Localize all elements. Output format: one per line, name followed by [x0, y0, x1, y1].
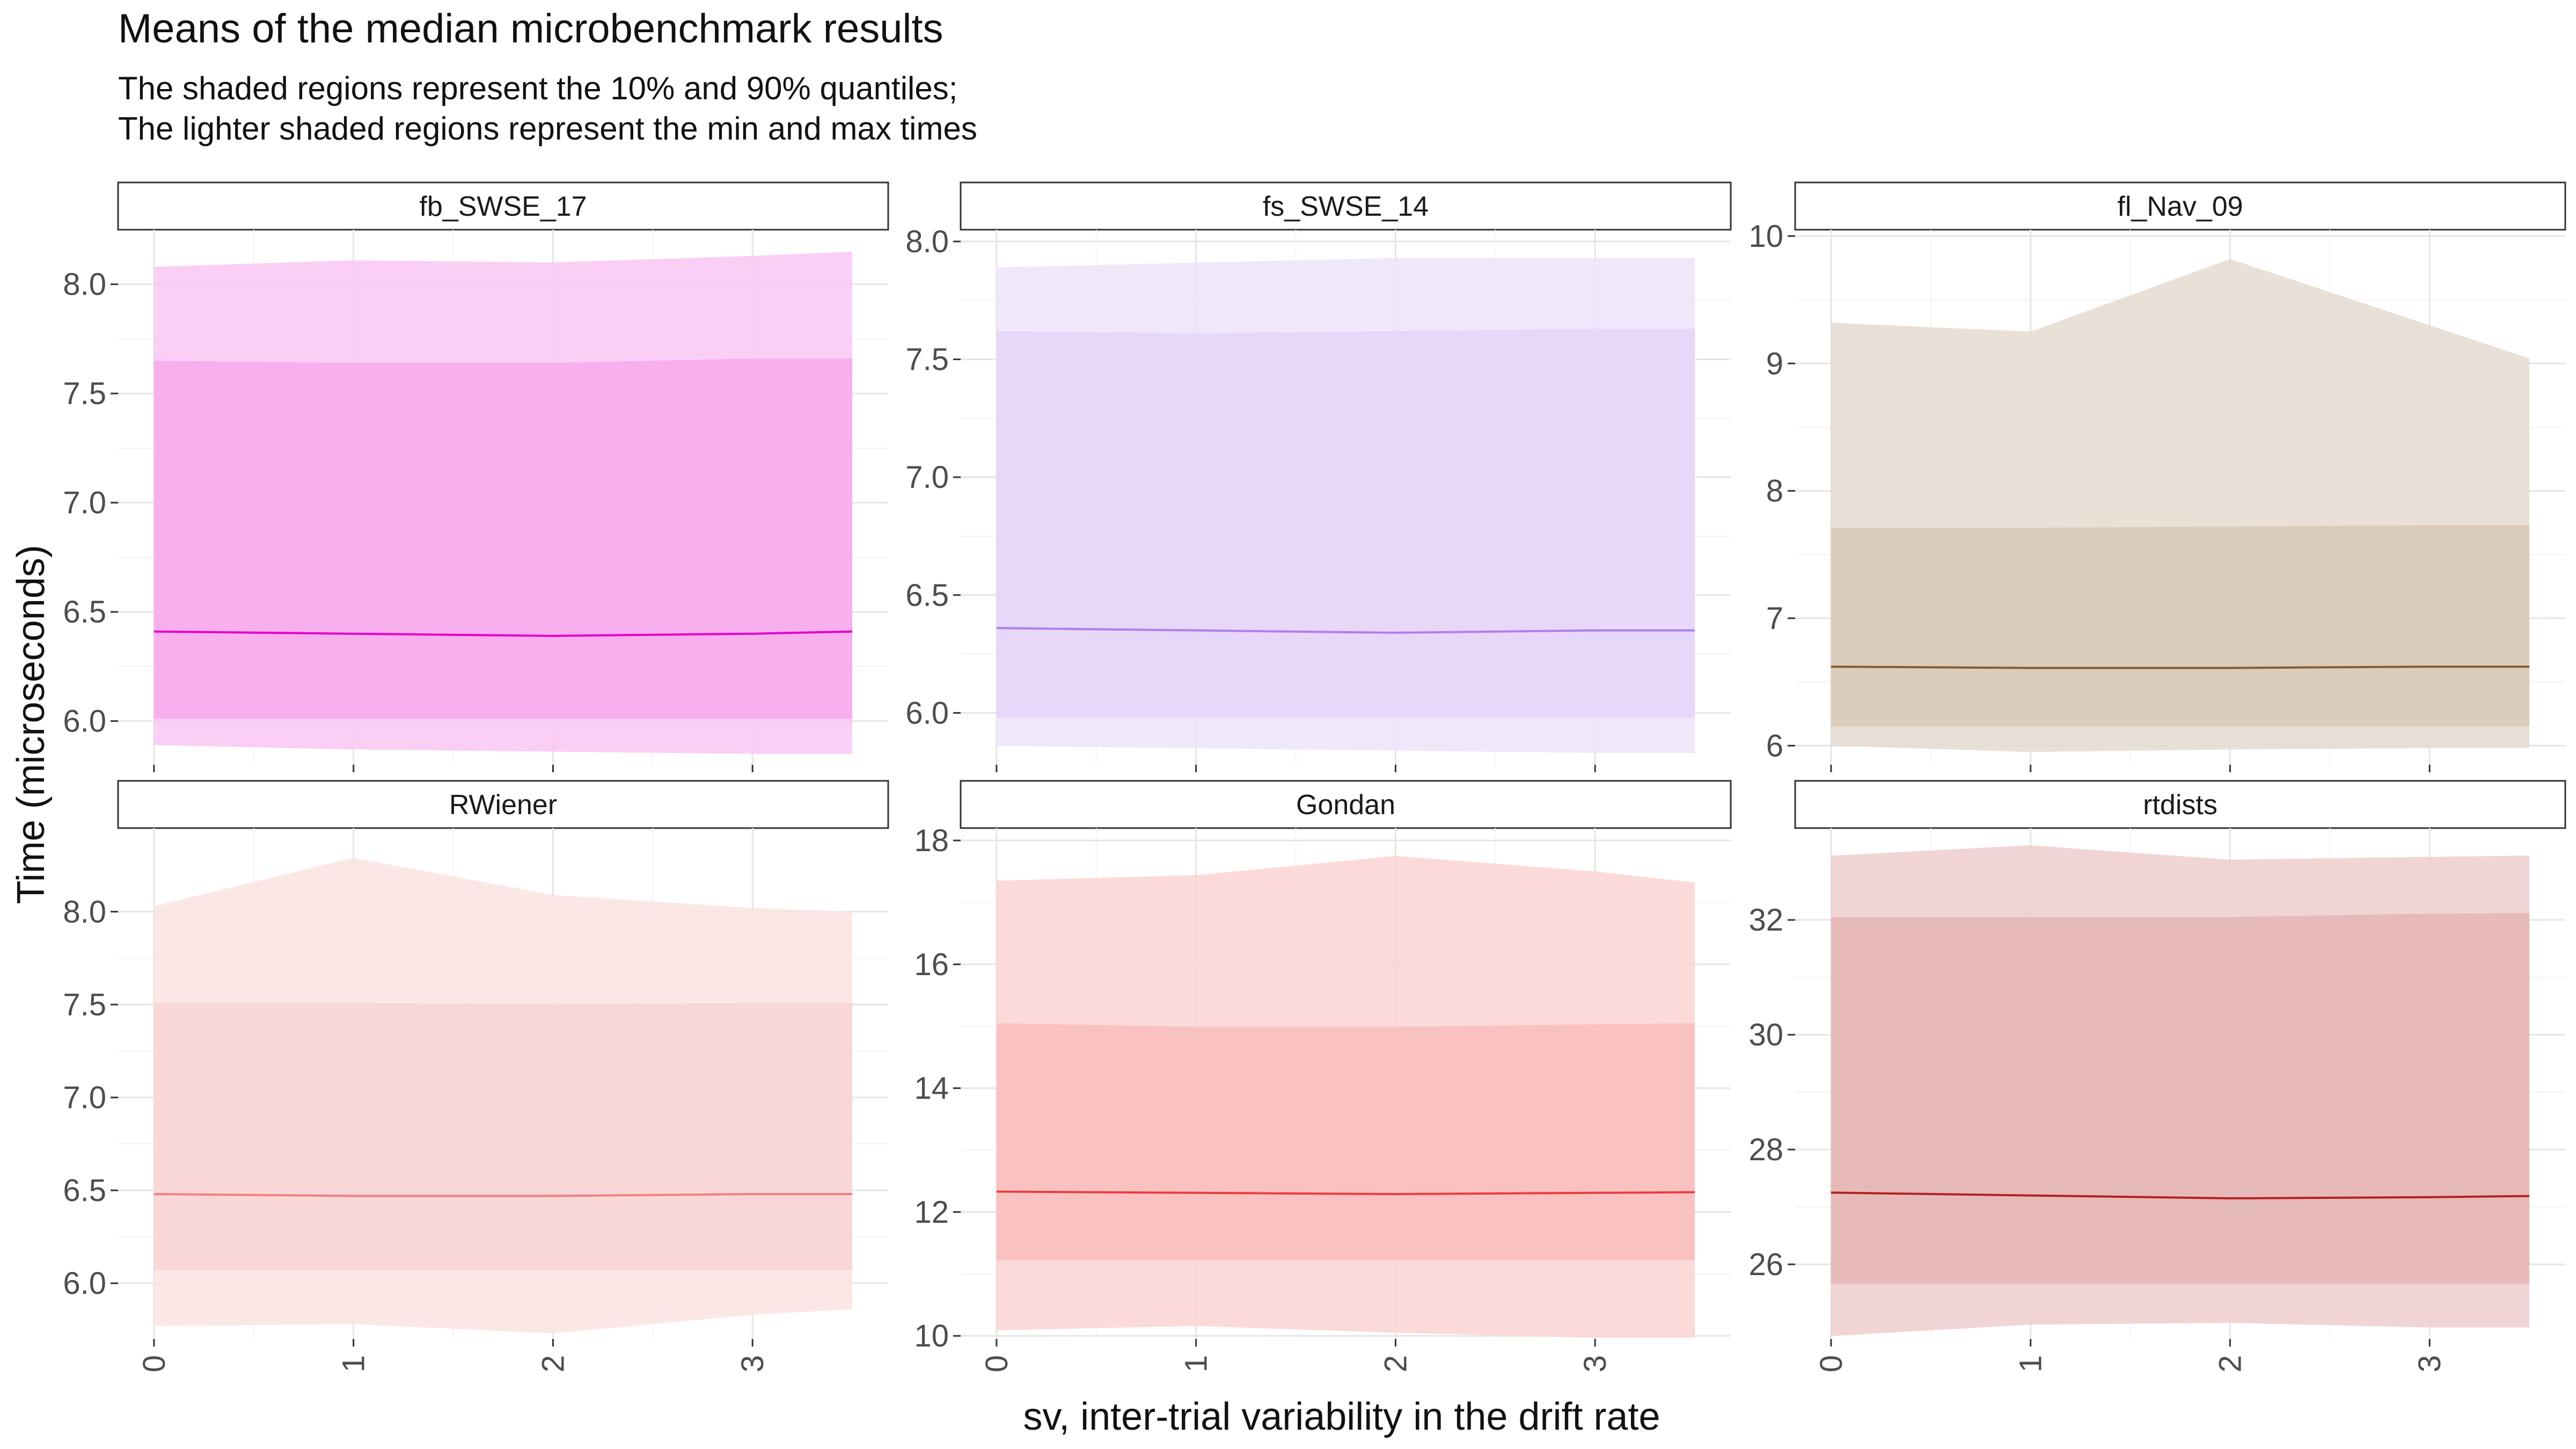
- y-tick-label: 30: [1748, 1018, 1783, 1052]
- y-tick-label: 7: [1766, 601, 1783, 636]
- y-tick-label: 8.0: [63, 895, 106, 930]
- x-tick-label: 3: [2412, 1355, 2447, 1372]
- panel-strip: [960, 780, 1732, 829]
- panel-fs_SWSE_14: fs_SWSE_14 6.0 6.5 7.0 7.5 8.0: [905, 181, 1732, 772]
- x-tick-label: 0: [1814, 1355, 1849, 1372]
- y-tick-label: 9: [1766, 346, 1783, 381]
- y-tick-label: 8.0: [63, 267, 106, 302]
- y-tick-label: 7.5: [905, 342, 949, 377]
- panel-strip-label: RWiener: [449, 789, 557, 821]
- mean-line: [1831, 1191, 2530, 1199]
- mean-line: [996, 1190, 1695, 1195]
- panel-strip: [117, 181, 889, 231]
- y-tick-label: 7.5: [63, 376, 106, 411]
- panel-strip-label: fs_SWSE_14: [1263, 191, 1429, 222]
- chart-subtitle-line-1: The shaded regions represent the 10% and…: [118, 70, 958, 106]
- mean-line: [153, 630, 853, 637]
- y-tick-label: 8.0: [905, 224, 949, 259]
- panel-RWiener: RWiener 6.0 6.5 7.0 7.5 8.0 0 1 2 3: [63, 780, 889, 1372]
- y-tick-label: 7.0: [905, 460, 949, 495]
- mean-line: [996, 627, 1695, 634]
- y-tick-label: 12: [914, 1195, 949, 1230]
- x-tick-label: 2: [536, 1355, 570, 1372]
- x-tick-label: 1: [1179, 1355, 1214, 1372]
- y-tick-label: 10: [1748, 219, 1783, 254]
- x-tick-label: 2: [1378, 1355, 1413, 1372]
- chart-title: Means of the median microbenchmark resul…: [118, 6, 943, 52]
- panel-strip: [117, 780, 889, 829]
- y-tick-label: 28: [1748, 1132, 1783, 1167]
- panel-strip: [1794, 780, 2566, 829]
- quantile-band: [996, 1023, 1695, 1261]
- panel-strip-label: fb_SWSE_17: [419, 191, 587, 222]
- mean-line: [153, 1192, 853, 1197]
- y-tick-label: 26: [1748, 1247, 1783, 1282]
- quantile-band: [153, 1002, 853, 1270]
- panel-strip-label: rtdists: [2143, 789, 2218, 821]
- y-tick-label: 7.5: [63, 987, 106, 1022]
- y-tick-label: 6.5: [905, 578, 949, 613]
- y-tick-label: 7.0: [63, 486, 106, 521]
- y-tick-label: 32: [1748, 903, 1783, 938]
- chart-subtitle-line-2: The lighter shaded regions represent the…: [118, 111, 977, 147]
- mean-line: [1831, 665, 2530, 669]
- y-tick-label: 6.0: [905, 696, 949, 730]
- y-tick-label: 6.5: [63, 595, 106, 630]
- y-tick-label: 6.5: [63, 1173, 106, 1208]
- y-tick-label: 6.0: [63, 1266, 106, 1301]
- y-tick-label: 6.0: [63, 704, 106, 739]
- x-tick-label: 3: [735, 1355, 770, 1372]
- x-tick-label: 1: [336, 1355, 371, 1372]
- quantile-band: [1831, 913, 2530, 1284]
- quantile-band: [153, 358, 853, 719]
- y-tick-label: 7.0: [63, 1080, 106, 1115]
- quantile-band: [996, 328, 1695, 718]
- x-tick-label: 0: [979, 1355, 1014, 1372]
- x-tick-label: 0: [137, 1355, 172, 1372]
- y-tick-label: 14: [914, 1071, 949, 1106]
- x-tick-label: 1: [2014, 1355, 2048, 1372]
- panel-fl_Nav_09: fl_Nav_09 6 7 8 9 10: [1748, 181, 2566, 772]
- panel-strip-label: fl_Nav_09: [2117, 191, 2243, 222]
- y-tick-label: 18: [914, 823, 949, 858]
- x-axis-label: sv, inter-trial variability in the drift…: [1023, 1395, 1660, 1438]
- x-tick-label: 3: [1578, 1355, 1613, 1372]
- panel-rtdists: rtdists 26 28 30 32 0 1 2 3: [1748, 780, 2566, 1372]
- y-tick-label: 16: [914, 947, 949, 982]
- panel-strip: [1794, 181, 2566, 231]
- y-tick-label: 8: [1766, 474, 1783, 509]
- panel-strip-label: Gondan: [1296, 789, 1395, 821]
- x-tick-label: 2: [2213, 1355, 2248, 1372]
- panel-fb_SWSE_17: fb_SWSE_17 6.0 6.5 7.0 7.5 8.0: [63, 181, 889, 772]
- y-tick-label: 6: [1766, 728, 1783, 763]
- quantile-band: [1831, 525, 2530, 727]
- y-tick-label: 10: [914, 1319, 949, 1353]
- panel-strip: [960, 181, 1732, 231]
